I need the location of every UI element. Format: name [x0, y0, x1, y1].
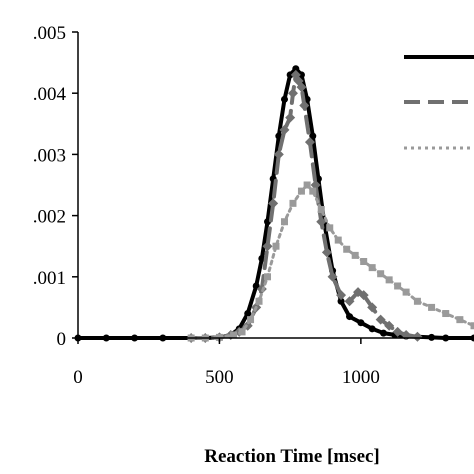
series-3-point [303, 181, 311, 189]
series-3-point [297, 187, 305, 195]
series-3-point [289, 199, 297, 207]
series-2-point [358, 290, 369, 301]
plot-lines [74, 65, 474, 343]
series-3-point [238, 328, 246, 336]
legend [404, 55, 474, 150]
y-tick-label: .004 [33, 84, 67, 105]
y-tick-label: .005 [33, 23, 66, 44]
series-2-point [273, 149, 284, 160]
series-2-point [279, 124, 290, 135]
series-1-point [252, 282, 260, 290]
series-3-point [413, 297, 421, 305]
x-tick-label: 1000 [342, 367, 380, 388]
series-1-point [286, 71, 294, 79]
series-3-point [402, 288, 410, 296]
series-2-point [310, 180, 321, 190]
series-2-point [304, 137, 315, 148]
series-2-point [375, 314, 386, 325]
series-1-point [346, 313, 354, 321]
series-1-point [357, 319, 365, 327]
series-2-point [285, 112, 296, 123]
series-1-point [297, 71, 305, 79]
series-3-point [264, 273, 272, 281]
series-3-point [470, 322, 474, 330]
series-3-point [385, 276, 393, 284]
series-2-point [336, 290, 347, 301]
series-3-point [351, 251, 359, 259]
series-3-point [456, 316, 464, 324]
series-2-line [189, 72, 420, 340]
series-1-point [309, 132, 317, 140]
y-tick-label: .002 [33, 207, 66, 228]
series-3-point [280, 218, 288, 226]
series-1-point [368, 325, 376, 333]
series-2-point [262, 241, 273, 252]
series-1-point [280, 95, 288, 103]
series-3-point [317, 205, 325, 213]
series-1-point [258, 254, 266, 262]
series-1-point [275, 132, 283, 140]
series-2-point [392, 326, 403, 337]
series-2-point [327, 271, 338, 282]
x-tick-label: 500 [205, 367, 234, 388]
series-1-point [244, 310, 252, 318]
series-2-point [299, 100, 310, 111]
series-3-point [230, 331, 238, 339]
series-2-point [287, 88, 298, 99]
series-3-point [343, 245, 351, 253]
series-3-point [442, 310, 450, 318]
x-axis-title: Reaction Time [msec] [204, 446, 380, 467]
series-3-point [394, 282, 402, 290]
series-3-point [272, 242, 280, 250]
series-2-point [344, 296, 355, 307]
series-2-point [316, 216, 327, 227]
series-2-point [412, 331, 423, 342]
series-2-point [268, 198, 279, 209]
series-2-point [321, 247, 332, 258]
series-3-point [334, 236, 342, 244]
series-3-point [368, 264, 376, 272]
series-3-point [255, 297, 263, 305]
series-3-point [326, 224, 334, 232]
series-2-point [384, 320, 395, 331]
y-tick-label: 0 [57, 329, 67, 350]
axes: 0 .001 .002 .003 .004 .005 0 500 1000 [33, 23, 474, 388]
series-3-point [428, 303, 436, 311]
series-3-point [377, 270, 385, 278]
y-tick-label: .001 [33, 268, 66, 289]
series-3-point [247, 316, 255, 324]
series-3-point [360, 258, 368, 265]
series-1-point [292, 65, 300, 73]
y-tick-label: .003 [33, 145, 66, 166]
series-3-point [309, 187, 317, 195]
x-tick-label: 0 [73, 367, 83, 388]
series-1-point [337, 297, 345, 305]
series-1-point [379, 329, 387, 337]
series-2-point [296, 82, 307, 93]
series-2-point [367, 302, 378, 313]
